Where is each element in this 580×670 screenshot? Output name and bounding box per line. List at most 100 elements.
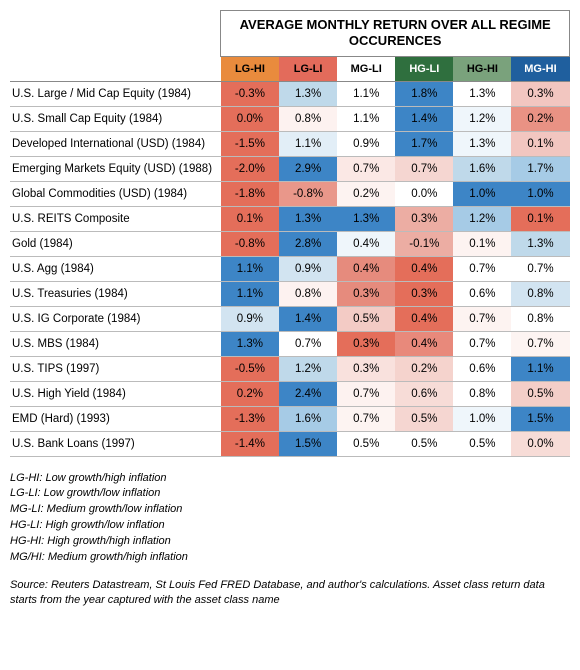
cell-value: 1.1% (221, 281, 279, 306)
cell-value: -2.0% (221, 156, 279, 181)
cell-value: 0.0% (395, 181, 453, 206)
cell-value: 0.4% (395, 306, 453, 331)
cell-value: 0.7% (511, 256, 569, 281)
cell-value: 0.6% (395, 381, 453, 406)
row-label: U.S. TIPS (1997) (10, 356, 221, 381)
cell-value: 0.8% (453, 381, 511, 406)
cell-value: 0.0% (221, 106, 279, 131)
col-header-lg-hi: LG-HI (221, 56, 279, 81)
table-row: Gold (1984)-0.8%2.8%0.4%-0.1%0.1%1.3% (10, 231, 570, 256)
cell-value: 0.5% (395, 431, 453, 456)
cell-value: 0.3% (337, 331, 395, 356)
cell-value: 1.7% (395, 131, 453, 156)
cell-value: -1.8% (221, 181, 279, 206)
cell-value: 0.3% (511, 81, 569, 106)
cell-value: 1.2% (279, 356, 337, 381)
row-label: U.S. MBS (1984) (10, 331, 221, 356)
cell-value: 1.1% (511, 356, 569, 381)
returns-table: AVERAGE MONTHLY RETURN OVER ALL REGIME O… (10, 10, 570, 457)
table-row: Emerging Markets Equity (USD) (1988)-2.0… (10, 156, 570, 181)
table-row: U.S. Treasuries (1984)1.1%0.8%0.3%0.3%0.… (10, 281, 570, 306)
table-row: U.S. REITS Composite0.1%1.3%1.3%0.3%1.2%… (10, 206, 570, 231)
cell-value: 0.1% (221, 206, 279, 231)
legend: LG-HI: Low growth/high inflationLG-LI: L… (10, 471, 570, 567)
row-label: U.S. Small Cap Equity (1984) (10, 106, 221, 131)
col-header-hg-hi: HG-HI (453, 56, 511, 81)
table-row: U.S. IG Corporate (1984)0.9%1.4%0.5%0.4%… (10, 306, 570, 331)
cell-value: 1.4% (279, 306, 337, 331)
row-label: U.S. High Yield (1984) (10, 381, 221, 406)
table-row: Global Commodities (USD) (1984)-1.8%-0.8… (10, 181, 570, 206)
cell-value: 0.5% (453, 431, 511, 456)
cell-value: 1.2% (453, 206, 511, 231)
cell-value: 0.5% (337, 306, 395, 331)
cell-value: 0.4% (395, 331, 453, 356)
legend-line: LG-LI: Low growth/low inflation (10, 486, 570, 502)
row-label: U.S. Agg (1984) (10, 256, 221, 281)
cell-value: 0.7% (453, 256, 511, 281)
cell-value: 0.3% (337, 281, 395, 306)
legend-line: MG/HI: Medium growth/high inflation (10, 550, 570, 566)
cell-value: 0.7% (453, 306, 511, 331)
cell-value: 0.8% (279, 106, 337, 131)
cell-value: 0.9% (221, 306, 279, 331)
cell-value: 0.7% (395, 156, 453, 181)
row-label: EMD (Hard) (1993) (10, 406, 221, 431)
cell-value: 0.8% (511, 306, 569, 331)
cell-value: 0.5% (395, 406, 453, 431)
cell-value: 0.7% (511, 331, 569, 356)
cell-value: 0.9% (337, 131, 395, 156)
cell-value: 1.3% (279, 81, 337, 106)
cell-value: 0.5% (511, 381, 569, 406)
cell-value: -0.8% (279, 181, 337, 206)
cell-value: 1.0% (511, 181, 569, 206)
cell-value: 0.2% (221, 381, 279, 406)
cell-value: 0.7% (279, 331, 337, 356)
cell-value: 0.4% (337, 231, 395, 256)
col-header-lg-li: LG-LI (279, 56, 337, 81)
cell-value: 1.6% (453, 156, 511, 181)
cell-value: 1.8% (395, 81, 453, 106)
cell-value: 1.3% (337, 206, 395, 231)
cell-value: 1.2% (453, 106, 511, 131)
cell-value: 2.8% (279, 231, 337, 256)
corner-blank (10, 11, 221, 57)
col-header-hg-li: HG-LI (395, 56, 453, 81)
cell-value: -1.3% (221, 406, 279, 431)
cell-value: 0.3% (395, 206, 453, 231)
cell-value: 1.4% (395, 106, 453, 131)
table-row: U.S. Agg (1984)1.1%0.9%0.4%0.4%0.7%0.7% (10, 256, 570, 281)
row-label: U.S. IG Corporate (1984) (10, 306, 221, 331)
cell-value: 1.0% (453, 181, 511, 206)
table-row: U.S. Small Cap Equity (1984)0.0%0.8%1.1%… (10, 106, 570, 131)
cell-value: 0.1% (453, 231, 511, 256)
row-label: Gold (1984) (10, 231, 221, 256)
row-label: U.S. Large / Mid Cap Equity (1984) (10, 81, 221, 106)
cell-value: -0.1% (395, 231, 453, 256)
cell-value: -1.5% (221, 131, 279, 156)
row-label: U.S. REITS Composite (10, 206, 221, 231)
row-label: Global Commodities (USD) (1984) (10, 181, 221, 206)
cell-value: 1.0% (453, 406, 511, 431)
cell-value: 0.9% (279, 256, 337, 281)
source-note: Source: Reuters Datastream, St Louis Fed… (10, 578, 570, 608)
cell-value: 0.1% (511, 131, 569, 156)
cell-value: 0.8% (279, 281, 337, 306)
cell-value: 2.4% (279, 381, 337, 406)
cell-value: 0.2% (511, 106, 569, 131)
cell-value: 0.3% (395, 281, 453, 306)
cell-value: 0.7% (337, 381, 395, 406)
legend-line: MG-LI: Medium growth/low inflation (10, 502, 570, 518)
cell-value: 1.3% (453, 81, 511, 106)
table-row: U.S. Bank Loans (1997)-1.4%1.5%0.5%0.5%0… (10, 431, 570, 456)
cell-value: 0.7% (337, 156, 395, 181)
table-row: Developed International (USD) (1984)-1.5… (10, 131, 570, 156)
cell-value: 1.3% (279, 206, 337, 231)
cell-value: 0.2% (395, 356, 453, 381)
cell-value: 0.1% (511, 206, 569, 231)
cell-value: 1.1% (279, 131, 337, 156)
row-label: U.S. Bank Loans (1997) (10, 431, 221, 456)
cell-value: -0.5% (221, 356, 279, 381)
cell-value: 1.7% (511, 156, 569, 181)
corner-blank-2 (10, 56, 221, 81)
